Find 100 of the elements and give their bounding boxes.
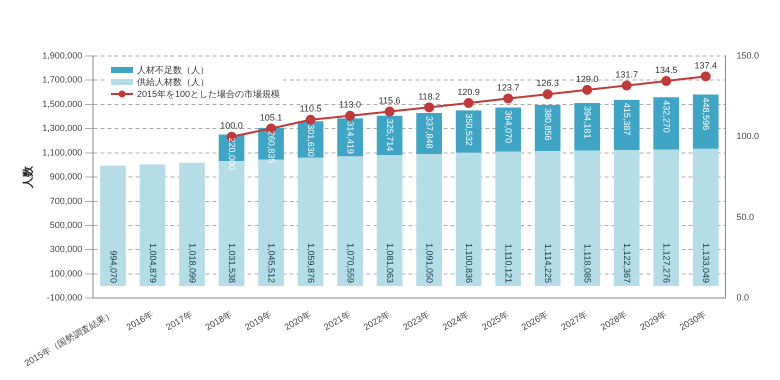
bar (692, 148, 719, 286)
data-label: 1,127,276 (662, 242, 672, 284)
data-label: 380,856 (543, 108, 554, 141)
data-label: 123.7 (496, 82, 520, 92)
data-label: 394,181 (582, 106, 593, 138)
data-label: 110.5 (300, 104, 322, 114)
x-tick-label: 2030年 (678, 309, 708, 332)
y-tick-label: -100,000 (46, 292, 82, 303)
bar (100, 166, 126, 286)
y-tick-label: 1,700,000 (42, 74, 82, 85)
data-label: 337,848 (424, 116, 435, 149)
data-label: 432,270 (662, 100, 672, 133)
x-tick-label: 2020年 (282, 309, 313, 332)
data-label: 1,091,050 (424, 242, 435, 284)
data-label: 301,630 (306, 124, 316, 157)
data-label: 115.6 (378, 96, 401, 106)
x-tick-label: 2019年 (243, 309, 274, 332)
bar (534, 151, 561, 286)
x-tick-label: 2016年 (124, 309, 155, 332)
y-tick-label: 100,000 (50, 268, 82, 278)
x-tick-label: 2022年 (362, 309, 392, 332)
y-axis-title: 人数 (22, 165, 35, 190)
data-label: 129.0 (576, 74, 598, 84)
y-tick-label: 500,000 (50, 220, 82, 230)
point (424, 102, 434, 112)
bar (653, 150, 680, 286)
data-label: 1,114,225 (543, 244, 554, 284)
data-label: 1,122,367 (622, 242, 632, 284)
data-label: 1,133,049 (701, 242, 712, 284)
bar (653, 97, 680, 150)
x-tick-label: 2026年 (520, 309, 550, 332)
y-tick-label: 300,000 (50, 244, 82, 254)
x-tick-label: 2029年 (638, 309, 668, 332)
data-label: 1,045,512 (266, 242, 277, 284)
x-tick-label: 2021年 (322, 309, 352, 332)
data-label: 1,118,085 (582, 244, 593, 284)
bar (614, 100, 640, 150)
data-label: 1,100,836 (464, 242, 474, 284)
bar (376, 155, 402, 286)
data-label: 134.5 (654, 65, 678, 76)
bar (574, 150, 600, 286)
y-tick-label: 1,100,000 (42, 147, 82, 158)
data-label: 448,596 (701, 98, 712, 130)
data-label: 364,070 (504, 110, 514, 144)
data-label: 994,070 (108, 250, 119, 284)
bar (140, 164, 166, 286)
data-label: 105.1 (260, 112, 282, 122)
bar (337, 156, 363, 286)
bar (179, 162, 205, 286)
x-tick-label: 2024年 (440, 309, 471, 332)
point (582, 84, 592, 95)
x-tick-label: 2028年 (598, 309, 629, 332)
point (306, 114, 316, 125)
x-tick-label: 2015年（国勢調査結果） (22, 309, 116, 368)
data-label: 120.9 (457, 86, 480, 97)
x-tick-label: 2027年 (559, 309, 590, 332)
point (542, 89, 553, 100)
point (503, 93, 514, 104)
legend-label: 供給人材数（人） (137, 76, 209, 88)
bar (298, 158, 324, 286)
x-tick-label: 2023年 (401, 309, 432, 332)
data-label: 100.0 (220, 120, 243, 131)
legend-label: 人材不足数（人） (137, 64, 209, 76)
data-label: 137.4 (694, 60, 717, 70)
point (700, 71, 711, 82)
bar (574, 102, 600, 151)
data-label: 325,714 (385, 118, 396, 152)
x-tick-label: 2018年 (204, 309, 234, 332)
data-label: 1,070,559 (346, 242, 356, 284)
data-label: 126.3 (536, 78, 559, 88)
data-label: 314,419 (346, 121, 356, 154)
data-label: 118.2 (418, 91, 440, 102)
y-tick-label: 900,000 (50, 172, 82, 182)
y-tick-label: 700,000 (50, 196, 82, 206)
data-label: 1,031,538 (227, 242, 238, 284)
data-label: 1,110,121 (504, 244, 514, 284)
data-label: 415,387 (622, 102, 632, 136)
y2-tick-label: 0.0 (736, 292, 749, 303)
data-label: 1,081,063 (385, 242, 396, 284)
y2-tick-label: 100.0 (736, 131, 760, 142)
bar (692, 94, 719, 149)
data-label: 350,532 (464, 113, 474, 146)
x-tick-label: 2017年 (164, 309, 194, 332)
y-tick-label: 1,300,000 (42, 123, 82, 134)
x-tick-label: 2025年 (480, 309, 510, 332)
y2-tick-label: 150.0 (736, 50, 760, 60)
data-label: 220,000 (227, 138, 238, 170)
y-tick-label: 1,500,000 (42, 98, 82, 109)
y2-tick-label: 50.0 (736, 212, 754, 222)
data-label: 1,059,876 (306, 242, 316, 284)
legend-label: 2015年を100とした場合の市場規模 (137, 88, 280, 100)
point (384, 106, 395, 117)
point (622, 80, 632, 91)
bar (456, 152, 482, 286)
data-label: 1,018,099 (188, 242, 198, 284)
bar (416, 154, 442, 286)
bar (614, 150, 640, 286)
point (661, 76, 672, 86)
bar (495, 152, 521, 286)
y-tick-label: 1,900,000 (42, 50, 82, 60)
